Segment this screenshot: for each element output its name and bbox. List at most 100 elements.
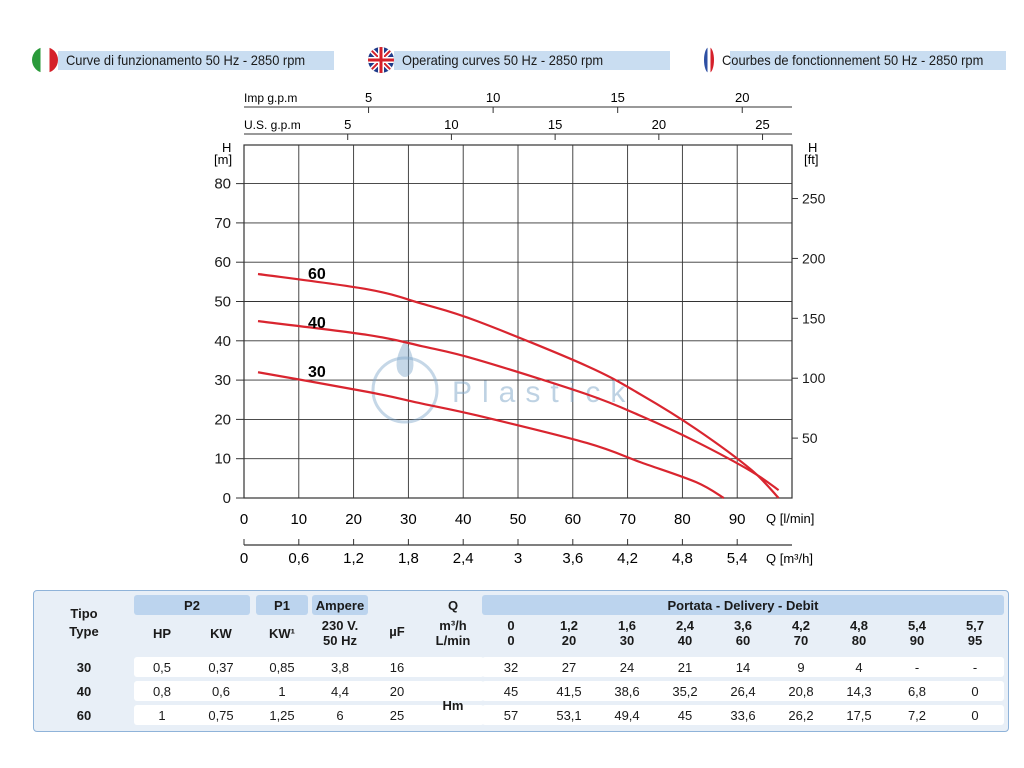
- row-head-value: -: [972, 660, 978, 675]
- curve-30: [257, 371, 725, 499]
- header-french: Courbes de fonctionnement 50 Hz - 2850 r…: [704, 46, 1006, 74]
- m3h-header: m³/h: [439, 618, 467, 633]
- x-tick-label: 70: [619, 511, 636, 528]
- x-tick-label: 50: [510, 511, 527, 528]
- row-head-value: 45: [677, 708, 693, 723]
- y-tick-label: 10: [214, 451, 231, 468]
- flow-lmin-header: 80: [851, 633, 867, 648]
- q-header: Q: [447, 598, 459, 613]
- flow-m3h-header: 5,4: [907, 618, 927, 633]
- m3h-tick-label: 4,2: [617, 550, 638, 567]
- y-axis-label-left: H: [222, 140, 231, 155]
- x-tick-label: 0: [240, 511, 248, 528]
- y-tick-label: 60: [214, 254, 231, 271]
- watermark-text: Plastick: [452, 376, 635, 409]
- row-hp: 1: [158, 708, 166, 723]
- flow-m3h-header: 1,2: [559, 618, 579, 633]
- row-ampere: 6: [336, 708, 344, 723]
- row-head-value: 35,2: [672, 684, 698, 699]
- flow-m3h-header: 4,2: [791, 618, 811, 633]
- y-axis-unit-left: [m]: [214, 152, 232, 167]
- operating-curves-chart: 01020304050607080H[m]50100150200250H[ft]…: [214, 90, 826, 567]
- france-flag-icon: [704, 47, 714, 73]
- series-label-60: 60: [308, 266, 326, 283]
- ampere-header-bg: [312, 595, 368, 615]
- row-p1: 1: [278, 684, 286, 699]
- flow-m3h-header: 3,6: [733, 618, 753, 633]
- table-row-bg: [482, 681, 1004, 701]
- flow-lmin-header: 90: [909, 633, 925, 648]
- m3h-tick-label: 5,4: [727, 550, 748, 567]
- row-head-value: 21: [677, 660, 693, 675]
- water-drop-icon: [396, 340, 414, 377]
- row-uf: 25: [389, 708, 405, 723]
- row-hp: 0,8: [152, 684, 172, 699]
- hp-header: HP: [152, 626, 172, 641]
- m3h-tick-label: 4,8: [672, 550, 693, 567]
- x-tick-label: 60: [564, 511, 581, 528]
- p2-header: P2: [184, 598, 200, 613]
- table-row-bg: [482, 705, 1004, 725]
- row-uf: 20: [389, 684, 405, 699]
- imp-gpm-tick-label: 15: [610, 90, 624, 105]
- kw1-header: KW¹: [269, 626, 295, 641]
- y-tick-label: 40: [214, 333, 231, 350]
- us-gpm-tick-label: 25: [755, 117, 769, 132]
- flow-m3h-header: 0: [507, 618, 515, 633]
- row-head-value: 38,6: [614, 684, 640, 699]
- row-kw: 0,37: [208, 660, 234, 675]
- m3h-tick-label: 3,6: [562, 550, 583, 567]
- imp-gpm-tick-label: 10: [486, 90, 500, 105]
- row-head-value: 57: [503, 708, 519, 723]
- type-header: Type: [69, 624, 99, 639]
- p2-header-bg: [134, 595, 250, 615]
- y-tick-label: 80: [214, 176, 231, 193]
- x-tick-label: 30: [400, 511, 417, 528]
- m3h-tick-label: 1,8: [398, 550, 419, 567]
- row-head-value: 7,2: [907, 708, 927, 723]
- x-tick-label: 90: [729, 511, 746, 528]
- row-head-value: 26,2: [788, 708, 814, 723]
- row-head-value: 20,8: [788, 684, 814, 699]
- row-head-value: 17,5: [846, 708, 872, 723]
- header-english: Operating curves 50 Hz - 2850 rpm: [368, 46, 670, 74]
- header-italian: Curve di funzionamento 50 Hz - 2850 rpm: [32, 46, 334, 74]
- row-head-value: 6,8: [907, 684, 927, 699]
- y-right-tick-label: 250: [802, 191, 826, 207]
- p1-header-bg: [256, 595, 308, 615]
- m3h-tick-label: 2,4: [453, 550, 474, 567]
- row-uf: 16: [389, 660, 405, 675]
- uf-header: µF: [389, 624, 405, 639]
- row-head-value: 4: [855, 660, 863, 675]
- x-tick-label: 20: [345, 511, 362, 528]
- row-ampere: 3,8: [330, 660, 350, 675]
- series: [257, 272, 780, 499]
- row-tipo: 40: [76, 684, 92, 699]
- m3h-tick-label: 0: [240, 550, 248, 567]
- x-tick-label: 40: [455, 511, 472, 528]
- header-text: Courbes de fonctionnement 50 Hz - 2850 r…: [721, 52, 984, 68]
- row-head-value: 33,6: [730, 708, 756, 723]
- flow-lmin-header: 70: [793, 633, 809, 648]
- us-gpm-tick-label: 5: [344, 117, 351, 132]
- y-axis-label-right: H: [808, 140, 817, 155]
- row-head-value: 0: [971, 684, 979, 699]
- m3h-tick-label: 1,2: [343, 550, 364, 567]
- flow-m3h-header: 2,4: [675, 618, 695, 633]
- row-p1: 1,25: [269, 708, 295, 723]
- row-head-value: -: [914, 660, 920, 675]
- flow-m3h-header: 5,7: [965, 618, 985, 633]
- y-tick-label: 0: [223, 490, 231, 507]
- watermark-logo-icon: [371, 356, 439, 424]
- row-kw: 0,6: [211, 684, 231, 699]
- imp-gpm-tick-label: 5: [365, 90, 372, 105]
- table-row-bg: [134, 681, 484, 701]
- row-ampere: 4,4: [330, 684, 350, 699]
- y-right-tick-label: 200: [802, 250, 826, 266]
- row-head-value: 24: [619, 660, 635, 675]
- us-gpm-tick-label: 20: [652, 117, 666, 132]
- y-tick-label: 30: [214, 372, 231, 389]
- y-tick-label: 50: [214, 294, 231, 311]
- row-head-value: 32: [503, 660, 519, 675]
- header-bar: [58, 51, 334, 70]
